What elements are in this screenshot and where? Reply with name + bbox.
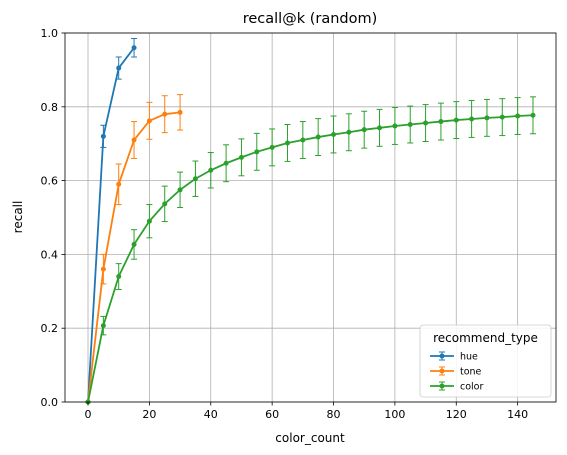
data-point	[361, 127, 367, 133]
plot-frame	[64, 32, 557, 403]
plot-series	[85, 38, 536, 405]
data-point	[162, 111, 168, 117]
x-tick-label: 40	[204, 408, 218, 421]
legend-label: color	[460, 382, 483, 393]
y-tick-label: 0.2	[41, 322, 59, 335]
data-point	[131, 137, 137, 143]
data-point	[300, 137, 306, 143]
y-tick-label: 0.0	[41, 396, 59, 409]
legend-swatch-marker	[439, 383, 445, 389]
series-line	[87, 47, 135, 403]
axis-ticks: 0 20 40 60 80 100 120 140 0.0 0.2 0.4 0.6 0.8 1.0	[41, 27, 529, 421]
data-point	[269, 144, 275, 150]
series-color	[85, 96, 536, 405]
legend-swatch-marker	[439, 353, 445, 359]
y-axis-label: recall	[11, 201, 25, 234]
data-point	[238, 154, 244, 160]
data-point	[116, 65, 122, 71]
data-point	[100, 133, 106, 139]
x-tick-label: 120	[446, 408, 467, 421]
data-point	[407, 122, 413, 128]
data-point	[438, 119, 444, 125]
data-point	[453, 117, 459, 123]
y-tick-label: 1.0	[41, 27, 59, 40]
data-point	[146, 218, 152, 224]
legend-item-tone: tone	[430, 366, 482, 378]
data-point	[131, 241, 137, 247]
data-point	[131, 45, 137, 51]
legend-swatch-marker	[439, 368, 445, 374]
y-tick-label: 0.6	[41, 175, 59, 188]
data-point	[346, 129, 352, 135]
y-tick-label: 0.4	[41, 248, 59, 261]
x-tick-label: 60	[265, 408, 279, 421]
data-point	[315, 134, 321, 140]
data-point	[499, 114, 505, 120]
legend-label: hue	[460, 352, 478, 363]
legend-box	[419, 324, 552, 398]
data-point	[254, 149, 260, 155]
data-point	[515, 113, 521, 119]
data-point	[146, 118, 152, 124]
x-tick-label: 100	[384, 408, 405, 421]
x-axis-label: color_count	[275, 431, 345, 445]
y-tick-label: 0.8	[41, 101, 59, 114]
data-point	[177, 109, 183, 115]
legend-title: recommend_type	[433, 331, 538, 345]
legend-item-hue: hue	[430, 351, 478, 363]
x-tick-label: 0	[85, 408, 92, 421]
data-point	[208, 167, 214, 173]
data-point	[469, 116, 475, 122]
series-line	[87, 114, 534, 403]
data-point	[377, 125, 383, 131]
x-tick-label: 80	[327, 408, 341, 421]
data-point	[100, 266, 106, 272]
legend-label: tone	[460, 367, 482, 378]
data-point	[331, 131, 337, 137]
legend-item-color: color	[430, 381, 483, 393]
chart-title: recall@k (random)	[243, 11, 378, 27]
x-tick-label: 140	[507, 408, 528, 421]
x-tick-label: 20	[142, 408, 156, 421]
data-point	[116, 274, 122, 280]
data-point	[116, 181, 122, 187]
data-point	[484, 115, 490, 121]
data-point	[223, 160, 229, 166]
data-point	[530, 112, 536, 118]
data-point	[192, 176, 198, 182]
data-point	[177, 187, 183, 193]
data-point	[162, 201, 168, 207]
data-point	[392, 123, 398, 129]
data-point	[100, 323, 106, 329]
data-point	[284, 140, 290, 146]
data-point	[423, 120, 429, 126]
